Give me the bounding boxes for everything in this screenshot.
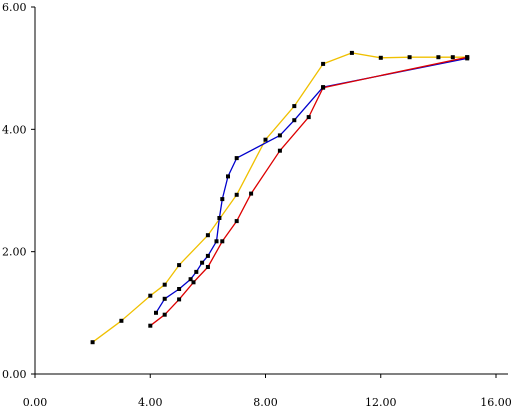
- data-point: [407, 55, 412, 60]
- series-3: [148, 55, 470, 328]
- data-point: [205, 265, 210, 269]
- data-point: [277, 148, 282, 153]
- data-point: [249, 191, 254, 196]
- axes: 0.00 2.00 4.00 6.00 0.00 4.00 8.00 12.00 16.00: [2, 1, 512, 409]
- data-point: [277, 133, 282, 138]
- data-point: [349, 50, 354, 55]
- data-point: [292, 118, 297, 123]
- data-point: [306, 115, 311, 120]
- data-point: [436, 55, 441, 60]
- data-point: [234, 219, 239, 224]
- data-point: [321, 61, 326, 66]
- data-point: [205, 253, 210, 258]
- y-tick-label: 6.00: [2, 1, 27, 14]
- data-point: [217, 216, 222, 220]
- series-line: [149, 56, 468, 327]
- x-tick-label: 8.00: [253, 396, 278, 409]
- data-point: [220, 239, 225, 244]
- x-tick-label: 0.00: [23, 396, 48, 409]
- data-point: [90, 340, 95, 345]
- series-1: [90, 50, 470, 345]
- y-tick-label: 0.00: [2, 368, 27, 381]
- data-point: [292, 104, 297, 109]
- series-group: [90, 50, 470, 345]
- data-point: [465, 55, 470, 60]
- data-point: [148, 293, 153, 298]
- data-point: [214, 239, 219, 244]
- x-tick-label: 4.00: [138, 396, 163, 409]
- data-point: [148, 323, 153, 328]
- data-point: [378, 55, 383, 60]
- data-point: [200, 260, 205, 265]
- series-line: [155, 57, 468, 314]
- data-point: [162, 282, 167, 287]
- series-2: [154, 56, 470, 315]
- x-tick-label: 12.00: [365, 396, 397, 409]
- data-point: [188, 277, 193, 282]
- data-point: [205, 233, 210, 238]
- y-tick-label: 2.00: [2, 246, 27, 259]
- data-point: [194, 269, 199, 274]
- data-point: [162, 312, 167, 317]
- y-tick-label: 4.00: [2, 123, 27, 136]
- data-point: [450, 55, 455, 60]
- data-point: [162, 296, 167, 301]
- data-point: [321, 85, 326, 90]
- data-point: [177, 263, 182, 268]
- x-tick-label: 16.00: [480, 396, 512, 409]
- data-point: [263, 137, 268, 142]
- data-point: [119, 318, 124, 323]
- data-point: [154, 310, 158, 315]
- data-point: [191, 280, 196, 285]
- data-point: [177, 297, 182, 302]
- data-point: [234, 156, 239, 161]
- data-point: [226, 174, 230, 179]
- data-point: [234, 192, 239, 197]
- series-line: [92, 52, 468, 343]
- data-point: [220, 197, 225, 202]
- data-point: [177, 287, 182, 291]
